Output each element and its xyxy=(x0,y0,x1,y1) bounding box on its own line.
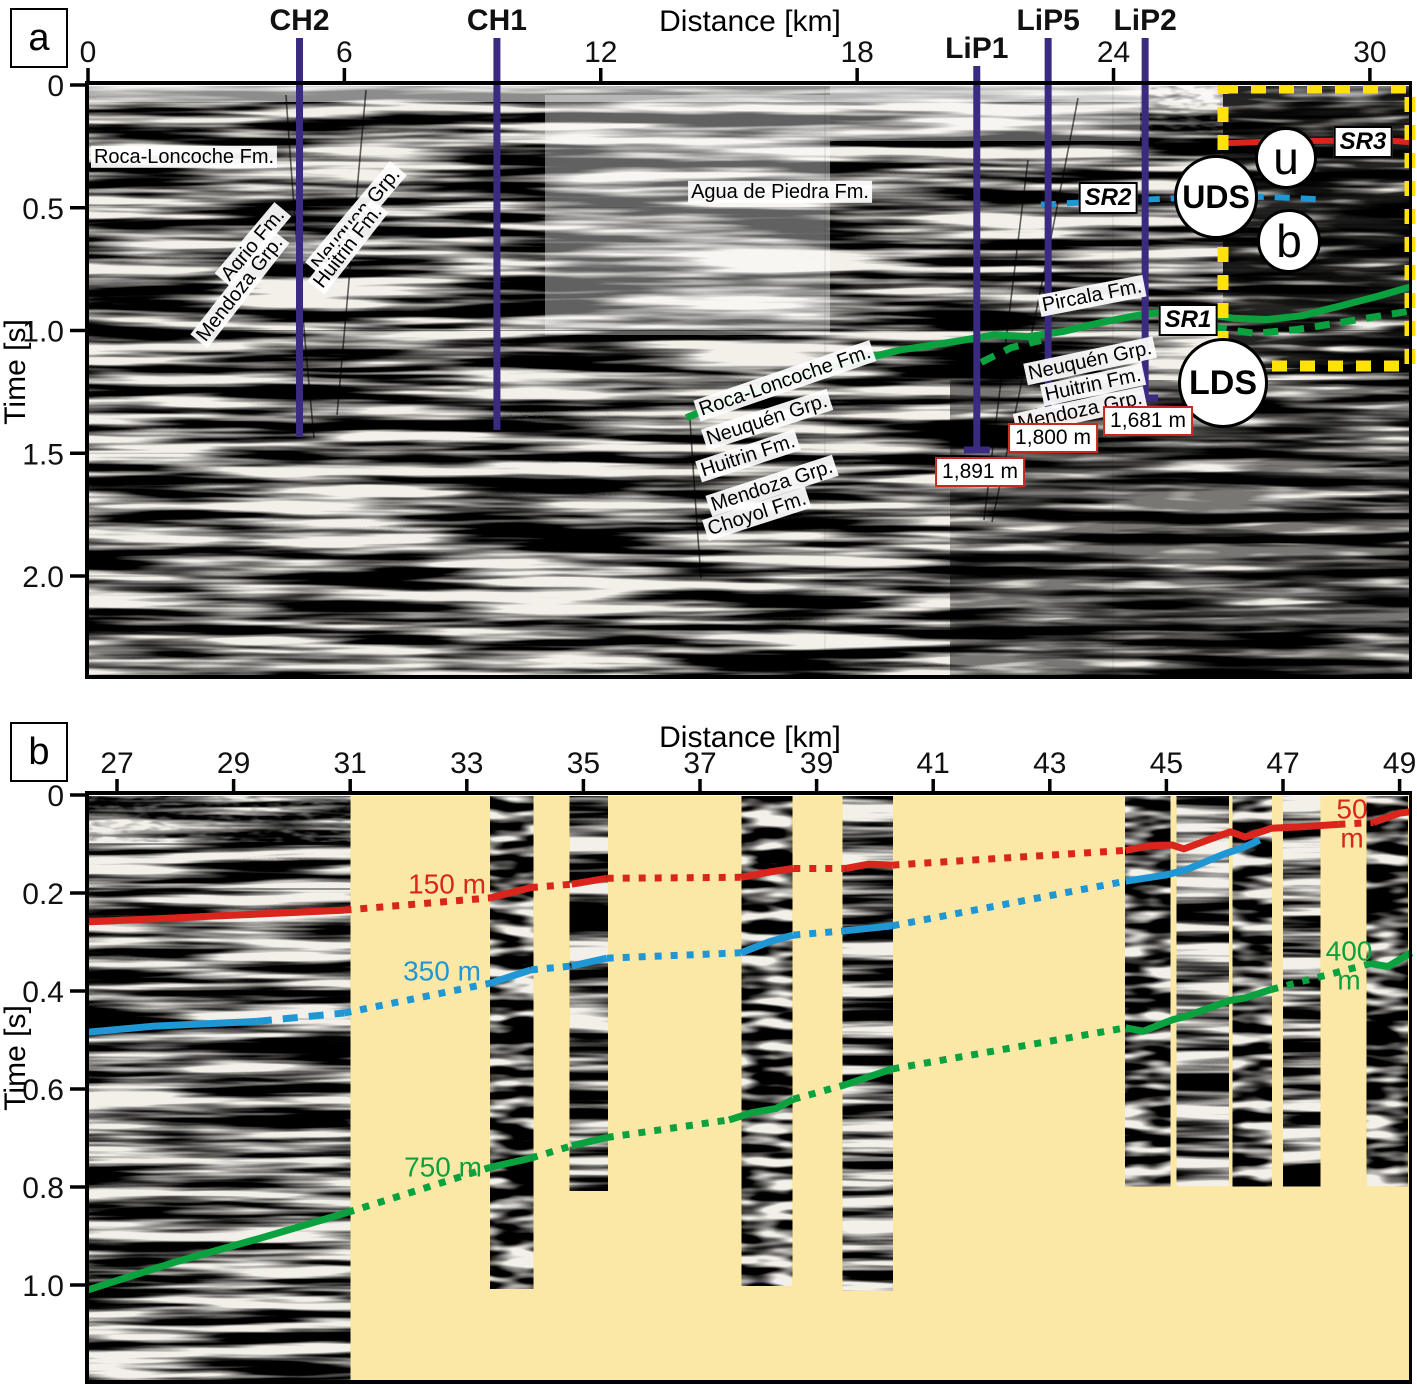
isopach-350m-label: 350 m xyxy=(403,955,481,987)
panel-b-y-axis-title: Time [s] xyxy=(0,1005,32,1111)
horizon-750m-400m-green xyxy=(489,1154,532,1171)
tick-label: 12 xyxy=(584,36,617,69)
tick-label: 0 xyxy=(80,36,97,69)
tick-label: 30 xyxy=(1353,36,1386,69)
tick-label: 0 xyxy=(47,780,64,813)
tick-label: 33 xyxy=(450,747,483,780)
isopach-50m-label: 50 m xyxy=(1336,793,1368,854)
horizon-350m-blue xyxy=(87,1017,258,1036)
panel-b-seismic-texture xyxy=(86,796,1408,1382)
tick-label: 6 xyxy=(336,36,353,69)
isopach-750m-label: 750 m xyxy=(404,1151,482,1183)
sr2-label: SR2 xyxy=(1078,182,1138,214)
horizon-750m-400m-green xyxy=(529,1142,573,1162)
b-circle-label: b xyxy=(1257,209,1321,273)
horizon-150m-50m-red xyxy=(845,860,893,872)
horizon-SR1 xyxy=(979,336,1042,366)
tick-label: 31 xyxy=(334,747,367,780)
tick-label: 0.5 xyxy=(22,193,64,226)
tick-label: 29 xyxy=(217,747,250,780)
panel-a-x-axis-title: Distance [km] xyxy=(659,5,841,38)
horizon-150m-50m-red xyxy=(892,846,1126,869)
horizon-350m-blue xyxy=(570,954,608,970)
tick-label: 49 xyxy=(1383,747,1416,780)
tick-label: 43 xyxy=(1033,747,1066,780)
horizon-150m-50m-red xyxy=(489,884,532,902)
tick-label: 18 xyxy=(840,36,873,69)
horizon-750m-400m-green xyxy=(891,1024,1127,1073)
horizon-150m-50m-red xyxy=(1372,808,1412,826)
tick-label: 0 xyxy=(47,70,64,103)
tick-label: 45 xyxy=(1150,747,1183,780)
formation-label-agua-de-piedra: Agua de Piedra Fm. xyxy=(688,180,872,204)
horizon-750m-400m-green xyxy=(728,1096,795,1124)
u-circle-label: u xyxy=(1255,127,1317,189)
horizon-350m-blue xyxy=(489,966,532,987)
tick-label: 2.0 xyxy=(22,561,64,594)
horizon-750m-400m-green xyxy=(86,1209,349,1294)
horizon-150m-50m-red xyxy=(740,865,794,881)
panel-b-top-band xyxy=(89,796,350,842)
horizon-350m-blue xyxy=(1125,836,1262,885)
horizon-150m-50m-red xyxy=(1124,820,1339,854)
sr3-label: SR3 xyxy=(1333,126,1393,158)
tick-label: 27 xyxy=(100,747,133,780)
tick-label: 24 xyxy=(1097,36,1130,69)
lds-circle-label: LDS xyxy=(1178,338,1268,428)
tick-label: 35 xyxy=(567,747,600,780)
tick-label: 0.2 xyxy=(22,878,64,911)
isopach-150m-label: 150 m xyxy=(408,868,486,900)
horizon-150m-50m-red xyxy=(571,874,608,888)
horizon-350m-blue xyxy=(845,922,893,935)
panel-b-x-axis-title: Distance [km] xyxy=(659,721,841,754)
uds-circle-label: UDS xyxy=(1174,155,1258,239)
horizon-SR1 xyxy=(684,283,1412,421)
tick-label: 37 xyxy=(683,747,716,780)
tick-label: 1.0 xyxy=(22,316,64,349)
horizon-750m-400m-green xyxy=(844,1065,894,1088)
tick-label: 0.6 xyxy=(22,1074,64,1107)
horizon-350m-blue xyxy=(256,1009,345,1025)
horizon-750m-400m-green xyxy=(570,1134,608,1150)
fault-line xyxy=(689,419,702,579)
panel-a-letter: a xyxy=(10,8,68,68)
formation-label-roca-loncoche: Roca-Loncoche Fm. xyxy=(90,145,278,169)
sr1-label: SR1 xyxy=(1158,304,1218,336)
panel-a-y-axis-title: Time [s] xyxy=(0,319,32,425)
well-label-LiP5: LiP5 xyxy=(1016,4,1079,37)
horizon-SR1 xyxy=(1211,307,1412,337)
horizon-350m-blue xyxy=(739,931,795,957)
horizon-150m-50m-red xyxy=(87,906,345,926)
horizon-750m-400m-green xyxy=(1124,986,1273,1035)
tick-label: 47 xyxy=(1266,747,1299,780)
isopach-400m-label: 400 m xyxy=(1325,935,1373,996)
lip2-depth-box: 1,681 m xyxy=(1103,406,1193,436)
horizon-750m-400m-green xyxy=(606,1116,730,1141)
horizon-750m-400m-green xyxy=(1270,960,1372,993)
tick-label: 1.0 xyxy=(22,1270,64,1303)
horizon-350m-blue xyxy=(530,962,573,974)
horizon-150m-50m-red xyxy=(1338,818,1374,828)
tick-label: 1.5 xyxy=(22,438,64,471)
horizon-150m-50m-red xyxy=(606,873,741,882)
gridlines-and-ticks: 0 6 12 18 24 30 0 0.5 1.0 1.5 2.0 27 29 31 33 35 37 39 41 4… xyxy=(22,36,1416,1303)
horizon-750m-400m-green xyxy=(1369,949,1414,970)
horizon-350m-blue xyxy=(606,949,741,962)
tick-label: 41 xyxy=(917,747,950,780)
well-label-LiP1: LiP1 xyxy=(945,32,1008,65)
lip1-depth-box: 1,891 m xyxy=(935,457,1025,487)
tick-label: 0.8 xyxy=(22,1172,64,1205)
panel-b-letter: b xyxy=(10,722,68,782)
horizon-150m-50m-red xyxy=(530,880,572,892)
tick-label: 0.4 xyxy=(22,976,64,1009)
horizon-350m-blue xyxy=(891,877,1127,930)
well-label-CH1: CH1 xyxy=(467,4,527,37)
well-label-CH2: CH2 xyxy=(270,4,330,37)
lip5-depth-box: 1,800 m xyxy=(1008,423,1098,453)
well-label-LiP2: LiP2 xyxy=(1113,4,1176,37)
tick-label: 39 xyxy=(800,747,833,780)
